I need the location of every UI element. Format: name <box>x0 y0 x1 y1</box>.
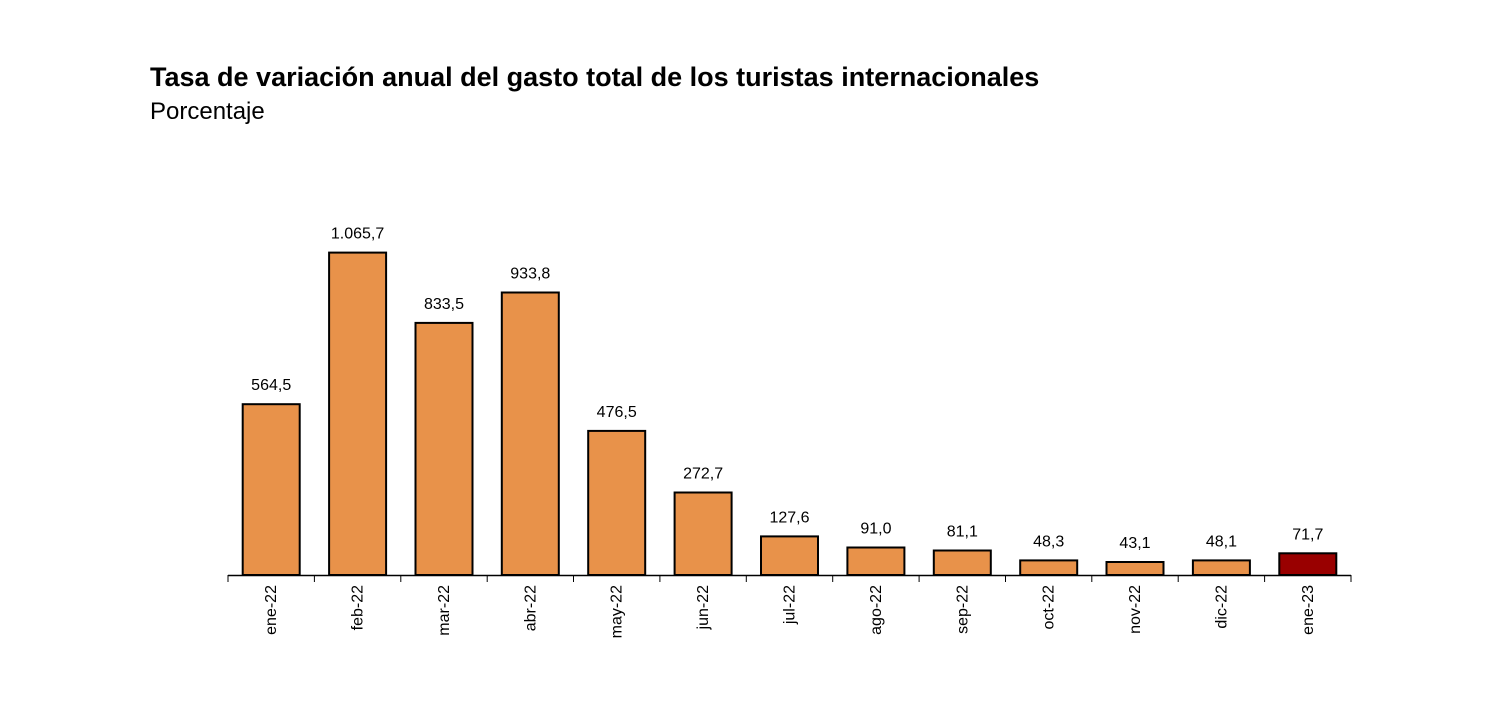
tick-label-feb-22: feb-22 <box>350 585 367 630</box>
bar-ago-22 <box>846 546 906 576</box>
value-label-jul-22: 127,6 <box>769 509 809 526</box>
bars-layer <box>241 251 1338 577</box>
value-label-may-22: 476,5 <box>597 404 637 421</box>
tick-label-oct-22: oct-22 <box>1041 585 1058 630</box>
value-label-ene-22: 564,5 <box>251 377 291 394</box>
chart-subtitle: Porcentaje <box>150 98 265 125</box>
tick-labels: ene-22 feb-22 mar-22 abr-22 may-22 jun-22 jul-… <box>263 585 1317 638</box>
bar-feb-22 <box>328 251 388 576</box>
bar-jul-22 <box>760 535 819 577</box>
tick-label-ago-22: ago-22 <box>868 585 885 635</box>
bar-may-22 <box>587 429 647 576</box>
chart-title: Tasa de variación anual del gasto total … <box>150 62 1040 92</box>
value-label-abr-22: 933,8 <box>510 266 550 283</box>
value-label-oct-22: 48,3 <box>1033 533 1064 550</box>
value-label-mar-22: 833,5 <box>424 296 464 313</box>
value-label-jun-22: 272,7 <box>683 466 723 483</box>
tick-label-may-22: may-22 <box>609 585 626 638</box>
bar-ene-22 <box>241 403 301 577</box>
value-label-feb-22: 1.065,7 <box>331 226 384 243</box>
bar-sep-22 <box>932 549 992 576</box>
tick-label-ene-23: ene-23 <box>1300 585 1317 635</box>
value-label-sep-22: 81,1 <box>947 524 978 541</box>
bar-jun-22 <box>673 491 733 576</box>
tick-label-jul-22: jul-22 <box>782 585 799 625</box>
bar-mar-22 <box>414 321 474 576</box>
tick-label-abr-22: abr-22 <box>522 585 539 631</box>
tick-label-mar-22: mar-22 <box>436 585 453 636</box>
bar-oct-22 <box>1019 559 1079 577</box>
value-label-dic-22: 48,1 <box>1206 533 1237 550</box>
bar-abr-22 <box>500 291 560 576</box>
tick-label-dic-22: dic-22 <box>1213 585 1230 629</box>
bar-nov-22 <box>1105 561 1165 576</box>
tick-label-ene-22: ene-22 <box>263 585 280 635</box>
x-axis <box>227 574 1352 582</box>
value-label-nov-22: 43,1 <box>1119 535 1150 552</box>
value-labels: 564,5 1.065,7 833,5 933,8 476,5 272,7 127,6 91,… <box>251 226 1323 552</box>
value-label-ene-23: 71,7 <box>1292 526 1323 543</box>
tick-label-nov-22: nov-22 <box>1127 585 1144 634</box>
tick-label-sep-22: sep-22 <box>954 585 971 634</box>
bar-dic-22 <box>1191 559 1251 577</box>
value-label-ago-22: 91,0 <box>860 521 891 538</box>
tick-label-jun-22: jun-22 <box>695 585 712 631</box>
bar-ene-23 <box>1278 552 1338 576</box>
